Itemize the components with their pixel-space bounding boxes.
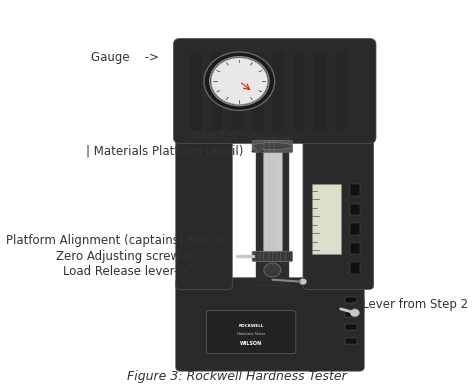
Text: Indenter ->: Indenter -> <box>188 129 255 142</box>
Bar <box>350 184 359 196</box>
Bar <box>190 52 201 130</box>
Bar <box>346 325 357 330</box>
Bar <box>350 223 359 235</box>
Circle shape <box>264 263 281 277</box>
Circle shape <box>204 52 275 111</box>
Text: <-Lever from Step 2: <-Lever from Step 2 <box>348 298 468 312</box>
Text: WILSON: WILSON <box>240 341 262 347</box>
Text: | Materials Platform (anvil)  ->: | Materials Platform (anvil) -> <box>86 145 265 158</box>
FancyBboxPatch shape <box>176 278 364 371</box>
Bar <box>350 262 359 274</box>
Text: Figure 3: Rockwell Hardness Tester: Figure 3: Rockwell Hardness Tester <box>127 370 347 383</box>
Text: Load Release lever->: Load Release lever-> <box>63 265 188 278</box>
Bar <box>293 52 305 130</box>
Bar <box>335 52 347 130</box>
FancyBboxPatch shape <box>176 134 232 289</box>
Bar <box>346 311 357 317</box>
Bar <box>346 297 357 303</box>
FancyBboxPatch shape <box>252 251 292 261</box>
Bar <box>350 243 359 254</box>
Bar <box>312 184 341 254</box>
Circle shape <box>350 309 359 317</box>
Bar <box>231 52 243 130</box>
Ellipse shape <box>252 143 292 150</box>
Bar <box>256 138 289 285</box>
Circle shape <box>299 278 307 285</box>
Bar <box>346 338 357 344</box>
Bar <box>273 52 284 130</box>
Bar <box>350 204 359 216</box>
Bar <box>210 52 222 130</box>
FancyBboxPatch shape <box>252 140 292 152</box>
Text: Zero Adjusting screw->: Zero Adjusting screw-> <box>55 250 194 263</box>
FancyBboxPatch shape <box>173 38 376 143</box>
Text: Platform Alignment (captains) Nut ->: Platform Alignment (captains) Nut -> <box>6 234 227 247</box>
Circle shape <box>211 58 268 105</box>
Text: Hardness Tester: Hardness Tester <box>237 332 265 336</box>
Bar <box>263 140 282 254</box>
Bar <box>314 52 326 130</box>
Bar <box>252 52 264 130</box>
FancyBboxPatch shape <box>303 134 374 289</box>
Text: ROCKWELL: ROCKWELL <box>238 325 264 328</box>
Text: Gauge    ->: Gauge -> <box>91 51 159 64</box>
FancyBboxPatch shape <box>206 311 296 354</box>
